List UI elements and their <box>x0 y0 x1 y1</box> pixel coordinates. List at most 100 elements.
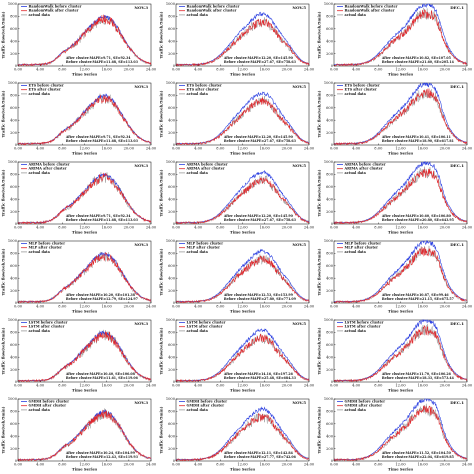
chart-panel-6: 0 200 400 600 800 1000 0:00 4:00 8:00 12:00 16:00 2… <box>317 81 473 155</box>
x-tick-label: 12:00 <box>79 68 90 72</box>
y-tick-label: 0 <box>173 380 176 384</box>
x-tick-label: 16:00 <box>417 305 428 309</box>
y-tick-label: 400 <box>168 39 176 43</box>
x-tick-label: 4:00 <box>36 68 45 72</box>
x-tick-label: 24:00 <box>462 463 473 467</box>
y-tick-label: 800 <box>168 15 176 19</box>
x-tick-label: 20:00 <box>282 384 293 388</box>
x-tick-label: 12:00 <box>237 463 248 467</box>
chart-panel-18: 0 200 400 600 800 1000 0:00 4:00 8:00 12:00 16:00 2… <box>317 397 473 471</box>
y-tick-label: 600 <box>10 264 18 268</box>
x-tick-label: 12:00 <box>79 226 90 230</box>
x-tick-label: 12:00 <box>79 305 90 309</box>
x-tick-label: 4:00 <box>194 463 203 467</box>
x-tick-label: 12:00 <box>395 68 406 72</box>
y-tick-label: 800 <box>168 410 176 414</box>
metric-annotation: After cluster:MAPE=11.52, SE=104.50 <box>381 451 452 455</box>
x-tick-label: 0:00 <box>14 305 23 309</box>
legend-label: LSTM before cluster <box>187 321 226 325</box>
metric-annotation: Before cluster:MAPE=18.33, SE=573.44 <box>382 376 455 380</box>
series-after-cluster <box>333 168 468 225</box>
y-tick-label: 1000 <box>324 2 334 6</box>
x-tick-label: 16:00 <box>259 226 270 230</box>
series-after-cluster <box>175 18 310 67</box>
panel-title: DEC.1 <box>450 321 464 326</box>
x-tick-label: 12:00 <box>395 147 406 151</box>
x-tick-label: 0:00 <box>14 463 23 467</box>
y-tick-label: 1000 <box>324 160 334 164</box>
x-tick-label: 0:00 <box>330 226 339 230</box>
x-axis-label: Time Series <box>388 388 413 393</box>
panel-title: NOV.5 <box>292 163 306 168</box>
x-tick-label: 24:00 <box>304 147 315 151</box>
y-tick-label: 1000 <box>324 239 334 243</box>
x-tick-label: 0:00 <box>330 463 339 467</box>
x-tick-label: 0:00 <box>172 68 181 72</box>
x-tick-label: 20:00 <box>440 68 451 72</box>
y-tick-label: 200 <box>10 289 18 293</box>
x-tick-label: 20:00 <box>124 384 135 388</box>
y-tick-label: 200 <box>168 131 176 135</box>
x-tick-label: 16:00 <box>417 463 428 467</box>
y-tick-label: 1000 <box>324 397 334 401</box>
legend-label: MLP after cluster <box>29 246 63 250</box>
y-tick-label: 200 <box>168 210 176 214</box>
x-tick-label: 12:00 <box>237 147 248 151</box>
y-tick-label: 0 <box>15 459 18 463</box>
x-tick-label: 8:00 <box>58 226 67 230</box>
x-tick-label: 12:00 <box>79 463 90 467</box>
legend-label: actual data <box>345 329 367 333</box>
x-tick-label: 24:00 <box>146 226 157 230</box>
legend-label: actual data <box>345 13 367 17</box>
legend-label: ARIMA after cluster <box>28 167 67 171</box>
y-tick-label: 600 <box>168 422 176 426</box>
y-tick-label: 0 <box>331 301 334 305</box>
metric-annotation: Before cluster:MAPE=11.68, SE=113.03 <box>66 60 139 64</box>
legend-label: GMDH before cluster <box>29 400 70 404</box>
legend-label: ETS before cluster <box>187 84 223 88</box>
y-axis-label: Traffic flow(veh/5min) <box>159 169 164 216</box>
y-axis-label: Traffic flow(veh/5min) <box>1 169 6 216</box>
metric-annotation: After cluster:MAPE=12.20, SE=145.90 <box>223 56 294 60</box>
x-tick-label: 20:00 <box>440 147 451 151</box>
y-tick-label: 0 <box>331 459 334 463</box>
y-axis-label: Traffic flow(veh/5min) <box>159 248 164 295</box>
series-after-cluster <box>175 413 310 462</box>
legend-label: actual data <box>345 250 367 254</box>
legend-label: GMDH before cluster <box>345 400 386 404</box>
x-tick-label: 16:00 <box>259 147 270 151</box>
panel-title: NOV.3 <box>134 163 148 168</box>
y-tick-label: 1000 <box>8 2 18 6</box>
x-tick-label: 12:00 <box>395 305 406 309</box>
panel-title: DEC.1 <box>450 84 464 89</box>
x-tick-label: 0:00 <box>330 147 339 151</box>
y-axis-label: Traffic flow(veh/5min) <box>317 90 322 137</box>
y-tick-label: 200 <box>168 368 176 372</box>
metric-annotation: After cluster:MAPE=10.82, SE=107.05 <box>381 56 451 60</box>
metric-annotation: After cluster:MAPE=12.20, SE=145.90 <box>223 214 294 218</box>
x-tick-label: 16:00 <box>101 147 112 151</box>
metric-annotation: After cluster:MAPE=12.20, SE=145.90 <box>223 135 294 139</box>
y-tick-label: 600 <box>168 343 176 347</box>
metric-annotation: After cluster:MAPE=14.16, SE=197.26 <box>223 372 294 376</box>
y-tick-label: 800 <box>10 252 18 256</box>
chart-panel-10: 0 200 400 600 800 1000 0:00 4:00 8:00 12:00 16:00 2… <box>1 239 157 313</box>
y-tick-label: 600 <box>10 343 18 347</box>
y-tick-label: 600 <box>168 27 176 31</box>
x-tick-label: 0:00 <box>14 384 23 388</box>
y-tick-label: 400 <box>168 197 176 201</box>
x-tick-label: 16:00 <box>259 463 270 467</box>
metric-annotation: Before cluster:MAPE=27.67, SE=758.63 <box>224 218 297 222</box>
metric-annotation: After cluster:MAPE=11.70, SE=106.26 <box>381 372 452 376</box>
y-tick-label: 800 <box>168 173 176 177</box>
legend-label: actual data <box>29 250 51 254</box>
panel-title: DEC.1 <box>450 5 464 10</box>
series-after-cluster <box>17 172 152 225</box>
y-tick-label: 600 <box>168 185 176 189</box>
y-tick-label: 600 <box>10 422 18 426</box>
series-after-cluster <box>17 94 152 146</box>
series-before-cluster <box>175 328 310 381</box>
x-tick-label: 0:00 <box>172 226 181 230</box>
y-axis-label: Traffic flow(veh/5min) <box>317 327 322 374</box>
